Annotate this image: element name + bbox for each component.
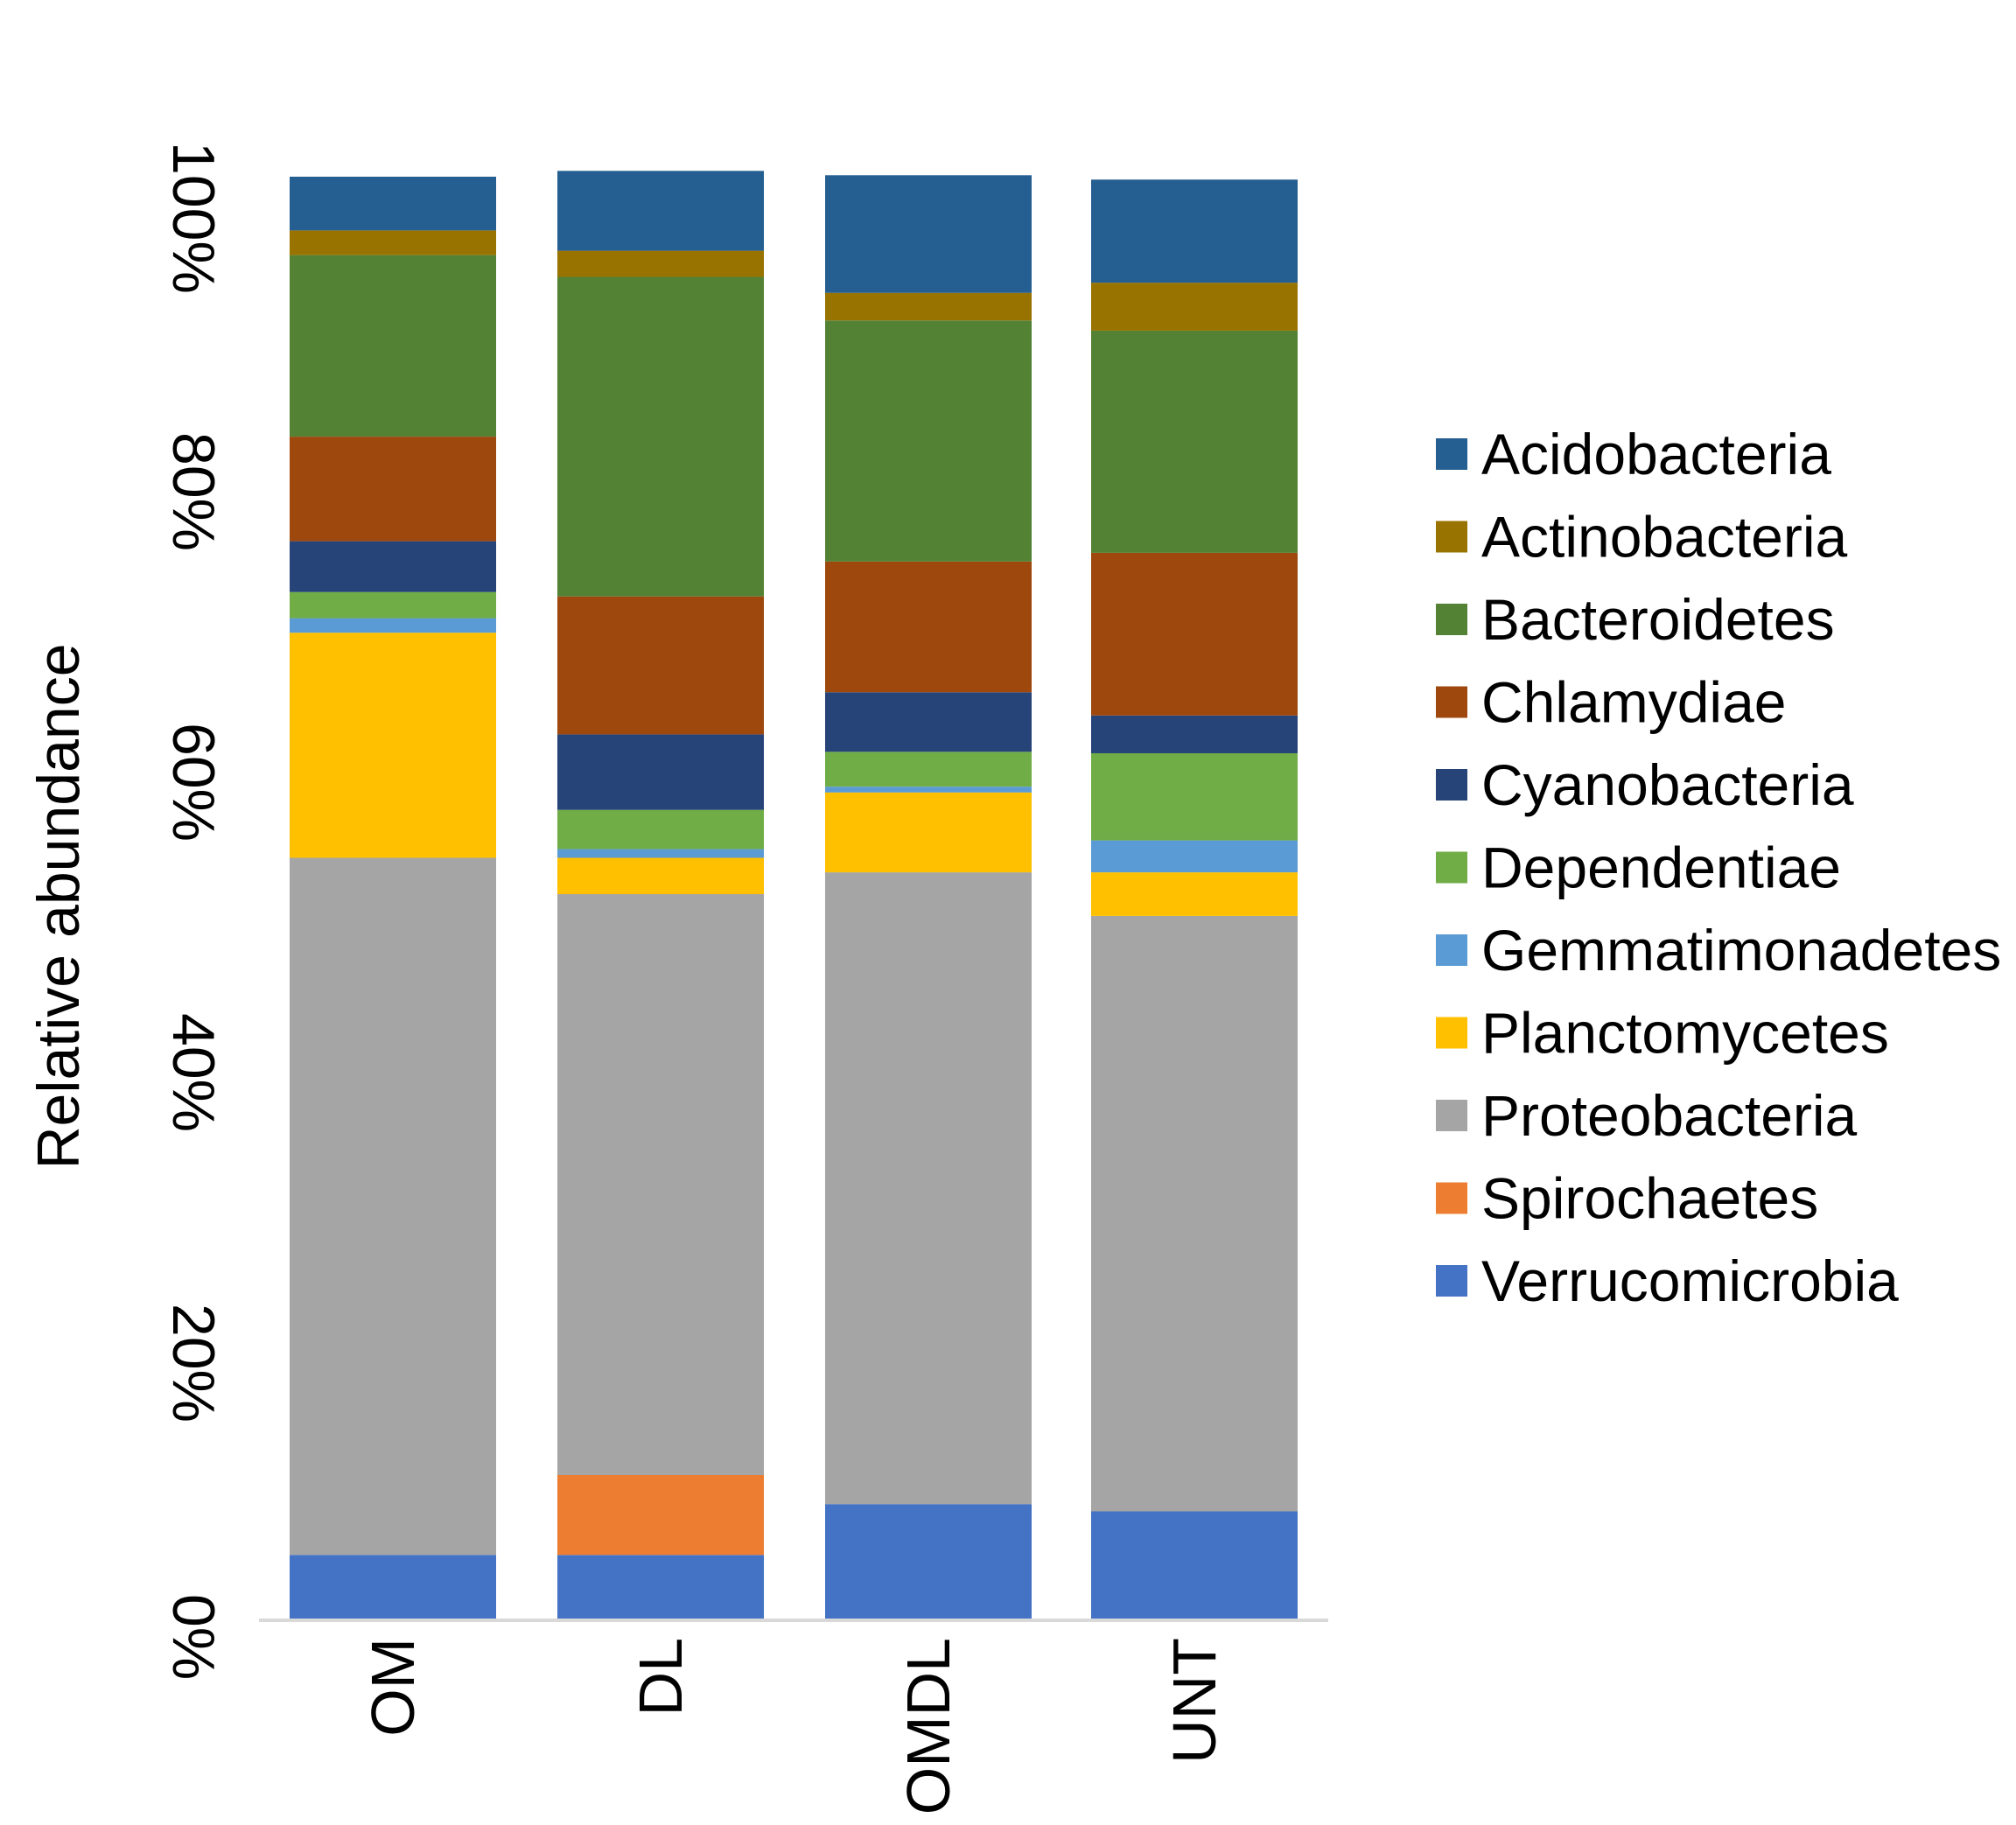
legend-swatch xyxy=(1436,851,1467,884)
y-tick-label: 100% xyxy=(160,142,227,294)
bar-segment-omdl-gemmatimonadetes xyxy=(825,787,1032,793)
y-axis-ticks: 0% 20% 40% 60% 80% 100% xyxy=(160,142,227,1680)
legend-swatch xyxy=(1436,438,1467,470)
legend: Acidobacteria Actinobacteria Bacteroidetes… xyxy=(1436,422,2001,1313)
legend-label: Cyanobacteria xyxy=(1481,752,1854,817)
bar-segment-dl-cyanobacteria xyxy=(557,734,764,810)
bar-area xyxy=(290,171,1298,1620)
x-axis-labels: OM DL OMDL UNT xyxy=(359,1638,1228,1815)
x-category-label: UNT xyxy=(1160,1638,1228,1764)
bar-segment-omdl-verrucomicrobia xyxy=(825,1504,1032,1620)
bar-segment-unt-actinobacteria xyxy=(1091,283,1298,331)
legend-item-dependentiae: Dependentiae xyxy=(1436,836,1841,900)
bar-segment-om-actinobacteria xyxy=(290,230,496,255)
legend-swatch xyxy=(1436,769,1467,801)
bar-segment-dl-chlamydiae xyxy=(557,596,764,735)
bar-segment-dl-verrucomicrobia xyxy=(557,1555,764,1620)
bar-segment-omdl-proteobacteria xyxy=(825,872,1032,1505)
legend-swatch xyxy=(1436,686,1467,718)
bar-segment-om-proteobacteria xyxy=(290,857,496,1556)
y-axis-title: Relative abundance xyxy=(25,643,92,1169)
bar-segment-unt-planctomycetes xyxy=(1091,872,1298,916)
x-category-label: DL xyxy=(626,1638,695,1716)
bar-segment-om-chlamydiae xyxy=(290,437,496,542)
bar-segment-dl-proteobacteria xyxy=(557,894,764,1475)
legend-label: Spirochaetes xyxy=(1481,1166,1818,1231)
bar-segment-dl-dependentiae xyxy=(557,809,764,850)
bar-segment-dl-planctomycetes xyxy=(557,857,764,894)
legend-swatch xyxy=(1436,521,1467,553)
legend-label: Proteobacteria xyxy=(1481,1083,1858,1148)
bar-segment-dl-gemmatimonadetes xyxy=(557,849,764,858)
legend-item-acidobacteria: Acidobacteria xyxy=(1436,422,1831,486)
legend-item-chlamydiae: Chlamydiae xyxy=(1436,670,1787,735)
legend-label: Bacteroidetes xyxy=(1481,587,1835,652)
y-tick-label: 80% xyxy=(160,432,227,551)
legend-label: Actinobacteria xyxy=(1481,505,1848,570)
legend-item-spirochaetes: Spirochaetes xyxy=(1436,1166,1818,1231)
bar-segment-omdl-planctomycetes xyxy=(825,792,1032,873)
bar-segment-unt-verrucomicrobia xyxy=(1091,1511,1298,1620)
legend-item-proteobacteria: Proteobacteria xyxy=(1436,1083,1858,1148)
legend-label: Dependentiae xyxy=(1481,836,1841,900)
legend-label: Chlamydiae xyxy=(1481,670,1787,735)
bar-segment-omdl-dependentiae xyxy=(825,752,1032,787)
bar-segment-unt-dependentiae xyxy=(1091,752,1298,841)
bar-segment-dl-bacteroidetes xyxy=(557,276,764,597)
bar-segment-om-cyanobacteria xyxy=(290,541,496,592)
bar-segment-om-bacteroidetes xyxy=(290,255,496,437)
bar-segment-om-acidobacteria xyxy=(290,176,496,231)
legend-swatch xyxy=(1436,604,1467,635)
legend-swatch xyxy=(1436,934,1467,966)
legend-item-bacteroidetes: Bacteroidetes xyxy=(1436,587,1835,652)
bar-segment-dl-spirochaetes xyxy=(557,1475,764,1556)
legend-swatch xyxy=(1436,1182,1467,1214)
y-tick-label: 40% xyxy=(160,1013,227,1132)
bar-segment-omdl-actinobacteria xyxy=(825,292,1032,321)
x-category-label: OM xyxy=(359,1638,427,1737)
legend-label: Gemmatimonadetes xyxy=(1481,918,2001,982)
legend-item-actinobacteria: Actinobacteria xyxy=(1436,505,1848,570)
bar-segment-unt-chlamydiae xyxy=(1091,552,1298,716)
bar-segment-unt-gemmatimonadetes xyxy=(1091,840,1298,873)
legend-swatch xyxy=(1436,1100,1467,1131)
legend-item-planctomycetes: Planctomycetes xyxy=(1436,1001,1889,1066)
legend-item-cyanobacteria: Cyanobacteria xyxy=(1436,752,1854,817)
legend-label: Acidobacteria xyxy=(1481,422,1831,486)
bar-segment-omdl-bacteroidetes xyxy=(825,320,1032,562)
x-category-label: OMDL xyxy=(894,1638,962,1815)
bar-segment-omdl-cyanobacteria xyxy=(825,692,1032,752)
y-tick-label: 0% xyxy=(160,1594,227,1680)
bar-segment-om-verrucomicrobia xyxy=(290,1555,496,1620)
bar-segment-dl-acidobacteria xyxy=(557,171,764,251)
bar-segment-unt-bacteroidetes xyxy=(1091,330,1298,553)
bar-segment-unt-cyanobacteria xyxy=(1091,715,1298,753)
legend-label: Planctomycetes xyxy=(1481,1001,1889,1066)
legend-swatch xyxy=(1436,1265,1467,1297)
bar-segment-unt-proteobacteria xyxy=(1091,915,1298,1512)
bar-segment-unt-acidobacteria xyxy=(1091,179,1298,283)
y-tick-label: 20% xyxy=(160,1304,227,1423)
legend-label: Verrucomicrobia xyxy=(1481,1248,1899,1313)
y-tick-label: 60% xyxy=(160,723,227,842)
bar-segment-om-dependentiae xyxy=(290,591,496,619)
legend-item-gemmatimonadetes: Gemmatimonadetes xyxy=(1436,918,2001,982)
bar-segment-dl-actinobacteria xyxy=(557,250,764,277)
bar-segment-om-gemmatimonadetes xyxy=(290,618,496,633)
bar-segment-omdl-chlamydiae xyxy=(825,561,1032,693)
legend-swatch xyxy=(1436,1017,1467,1049)
legend-item-verrucomicrobia: Verrucomicrobia xyxy=(1436,1248,1899,1313)
bar-segment-om-planctomycetes xyxy=(290,633,496,858)
bar-segment-omdl-acidobacteria xyxy=(825,175,1032,293)
